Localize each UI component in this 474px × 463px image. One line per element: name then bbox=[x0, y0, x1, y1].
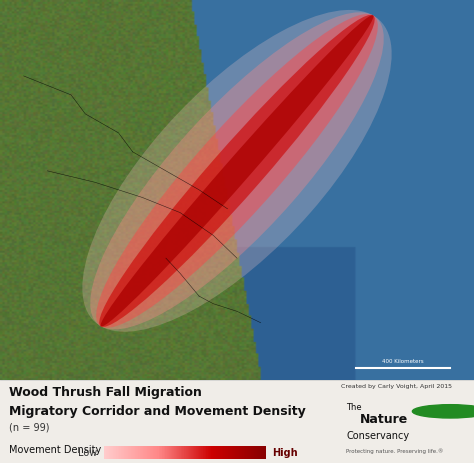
Text: The: The bbox=[346, 403, 362, 412]
Ellipse shape bbox=[82, 10, 392, 332]
Text: Nature: Nature bbox=[360, 413, 409, 426]
Ellipse shape bbox=[90, 13, 384, 329]
Text: Wood Thrush Fall Migration: Wood Thrush Fall Migration bbox=[9, 386, 202, 399]
Text: 400 Kilometers: 400 Kilometers bbox=[382, 359, 424, 364]
Circle shape bbox=[412, 405, 474, 418]
Text: Movement Density: Movement Density bbox=[9, 444, 102, 455]
Text: (n = 99): (n = 99) bbox=[9, 423, 50, 433]
Ellipse shape bbox=[99, 15, 375, 327]
Text: Protecting nature. Preserving life.®: Protecting nature. Preserving life.® bbox=[346, 448, 443, 454]
Text: Migratory Corridor and Movement Density: Migratory Corridor and Movement Density bbox=[9, 405, 306, 418]
Ellipse shape bbox=[96, 14, 378, 328]
Text: Low: Low bbox=[78, 448, 97, 457]
Text: Created by Carly Voight, April 2015: Created by Carly Voight, April 2015 bbox=[341, 384, 452, 389]
Text: Conservancy: Conservancy bbox=[346, 432, 409, 441]
Ellipse shape bbox=[100, 15, 374, 326]
Text: 🌿: 🌿 bbox=[447, 407, 454, 416]
Text: High: High bbox=[273, 448, 298, 457]
